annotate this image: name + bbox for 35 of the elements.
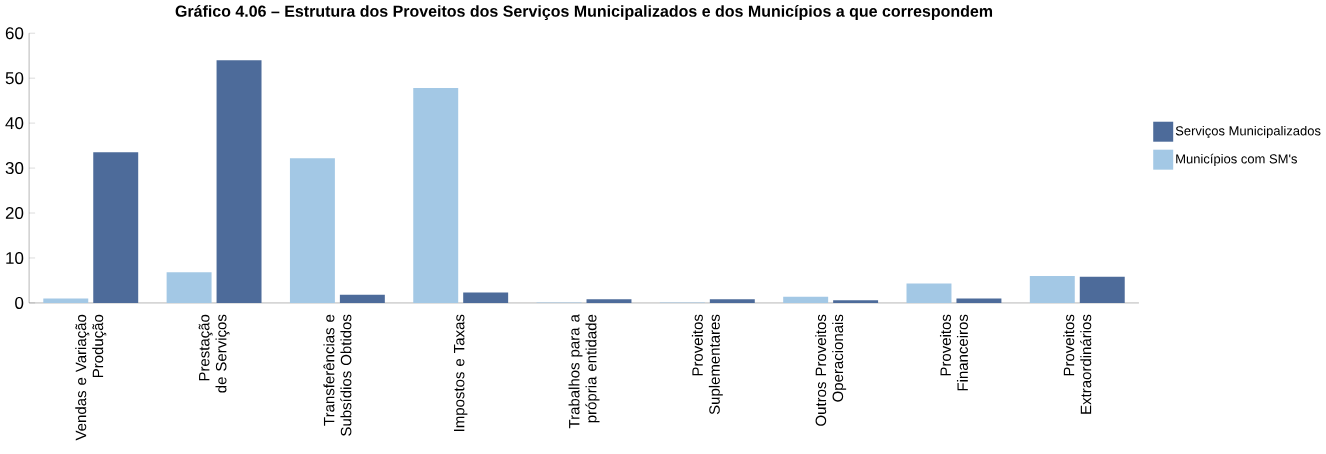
x-tick-label: Proveitos Financeiros	[939, 314, 968, 391]
x-tick-label: Vendas e Variação Produção	[75, 314, 107, 441]
y-tick-label: 60	[5, 27, 24, 40]
bar	[709, 299, 755, 303]
y-tick-label: 50	[5, 72, 24, 85]
bar	[216, 60, 262, 303]
bar	[586, 299, 632, 303]
y-tick-label: 30	[5, 162, 24, 175]
bar	[1029, 275, 1075, 303]
bar	[413, 88, 459, 303]
x-tick-label: Proveitos Extraordinários	[1063, 314, 1092, 414]
bar	[43, 298, 89, 303]
bar	[463, 292, 509, 303]
legend-label: Municípios com SM's	[1176, 153, 1297, 167]
legend-label: Serviços Municipalizados	[1175, 125, 1321, 139]
y-tick-label: 20	[5, 207, 24, 220]
x-tick-label: Impostos e Taxas	[453, 314, 468, 432]
x-tick-label: Trabalhos para a própria entidade	[568, 314, 600, 429]
chart-title: Gráfico 4.06 – Estrutura dos Proveitos dos Serviços Municipalizados e dos Municípios a que correspondem	[175, 5, 993, 21]
bar	[833, 300, 879, 303]
bar	[783, 296, 829, 303]
bar	[956, 298, 1002, 303]
y-tick-label: 40	[5, 117, 24, 130]
bar	[166, 272, 212, 303]
y-tick-label: 0	[15, 296, 24, 309]
x-tick-label: Outros Proveitos Operacionais	[815, 314, 847, 426]
bar	[339, 294, 385, 303]
bar	[289, 158, 335, 303]
bar	[93, 152, 139, 303]
x-tick-label: Transferências e Subsídios Obtidos	[323, 314, 352, 436]
bar	[906, 283, 952, 303]
bar	[1079, 276, 1125, 303]
y-tick-label: 10	[6, 251, 24, 265]
x-tick-label: Prestação de Serviços	[198, 314, 230, 393]
x-tick-label: Proveitos Suplementares	[691, 314, 723, 415]
